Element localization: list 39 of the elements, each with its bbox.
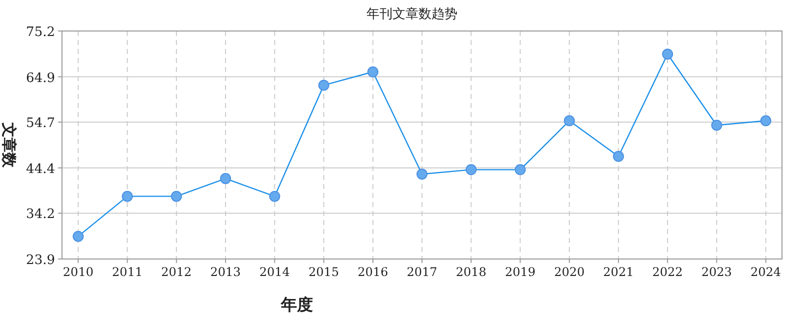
y-tick-label: 44.4: [26, 162, 55, 177]
point: [122, 190, 133, 202]
y-tick-label: 23.9: [26, 253, 55, 268]
x-tick-label: 2018: [456, 265, 486, 279]
point: [269, 190, 280, 202]
point: [466, 164, 477, 176]
x-axis-title: 年度: [280, 295, 313, 314]
chart-title: 年刊文章数趋势: [366, 7, 458, 22]
x-tick-label: 2019: [504, 265, 536, 279]
y-axis-title: 文章数: [0, 122, 18, 168]
x-tick-label: 2022: [652, 265, 683, 279]
point: [711, 120, 722, 131]
y-tick-label: 34.2: [26, 207, 55, 222]
x-tick-label: 2015: [308, 265, 340, 279]
x-tick-label: 2017: [406, 265, 438, 279]
x-tick-label: 2024: [750, 265, 782, 279]
point: [367, 66, 378, 78]
x-tick-label: 2012: [161, 265, 192, 279]
point: [416, 168, 428, 180]
point: [170, 190, 182, 202]
point: [318, 80, 330, 91]
point: [564, 115, 575, 126]
y-tick-label: 75.2: [26, 25, 55, 40]
y-tick-label: 54.7: [26, 116, 55, 132]
x-tick-label: 2014: [259, 265, 290, 279]
x-tick-label: 2020: [554, 265, 585, 279]
x-tick-label: 2023: [701, 265, 732, 279]
point: [220, 173, 232, 184]
x-tick-label: 2011: [112, 265, 143, 279]
y-tick-label: 64.9: [26, 70, 55, 86]
point: [760, 115, 772, 126]
x-tick-label: 2021: [603, 265, 634, 279]
x-tick-label: 2010: [62, 265, 94, 279]
x-tick-label: 2013: [210, 265, 241, 279]
x-tick-label: 2016: [358, 265, 388, 279]
point: [662, 48, 674, 60]
point: [612, 150, 624, 162]
point: [72, 230, 84, 242]
point: [514, 164, 526, 176]
